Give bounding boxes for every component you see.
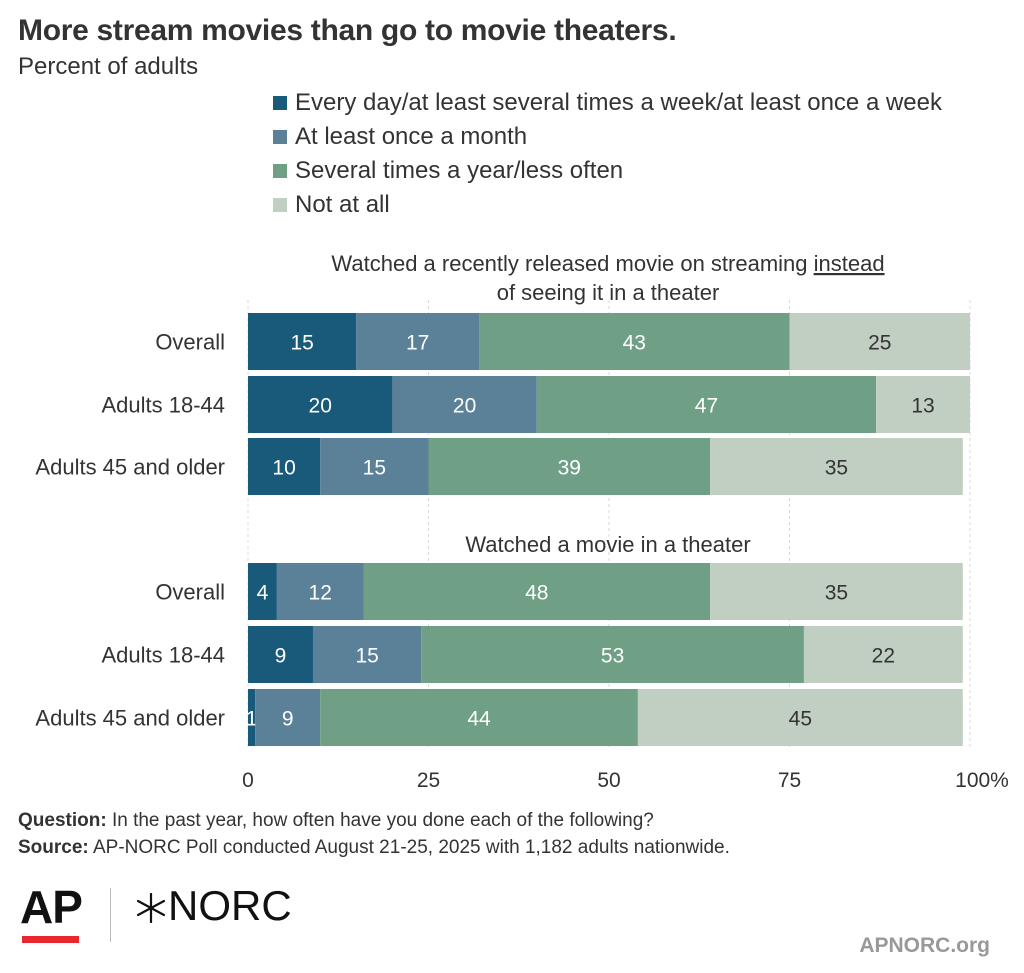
bar-segment <box>789 313 970 370</box>
norc-logo: NORC <box>136 882 292 930</box>
bar-segment <box>637 689 963 746</box>
data-label: 9 <box>282 708 294 731</box>
legend-item-monthly: At least once a month <box>273 120 942 154</box>
bar-segment <box>248 563 277 620</box>
data-label: 45 <box>789 708 812 731</box>
legend-label: Several times a year/less often <box>295 157 624 184</box>
chart-subtitle: Percent of adults <box>18 53 199 80</box>
stacked-bar-chart: Watched a recently released movie on str… <box>35 251 1009 792</box>
legend-label: Every day/at least several times a week/… <box>295 89 942 116</box>
data-label: 12 <box>309 582 332 605</box>
norc-logo-text: NORC <box>168 882 292 929</box>
bar-segment <box>710 438 963 495</box>
category-label: Overall <box>155 330 225 355</box>
bar-segment <box>392 376 537 433</box>
legend-swatch <box>273 96 287 110</box>
data-label: 25 <box>868 332 891 355</box>
data-label: 47 <box>695 395 718 418</box>
data-label: 10 <box>272 457 295 480</box>
bar-segment <box>876 376 970 433</box>
chart-title: More stream movies than go to movie thea… <box>18 14 677 47</box>
data-label: 20 <box>309 395 332 418</box>
x-tick-label: 100% <box>955 769 1009 792</box>
bar-segment <box>320 438 429 495</box>
data-label: 35 <box>825 457 848 480</box>
data-label: 15 <box>290 332 313 355</box>
panel-title-line2: of seeing it in a theater <box>497 280 720 305</box>
data-label: 15 <box>355 645 378 668</box>
footer-source: Source: AP-NORC Poll conducted August 21… <box>18 837 730 859</box>
legend-swatch <box>273 164 287 178</box>
legend-swatch <box>273 198 287 212</box>
question-text: In the past year, how often have you don… <box>111 810 654 831</box>
data-label: 13 <box>911 395 934 418</box>
source-label: Source: <box>18 837 89 858</box>
bar-segment <box>255 689 321 746</box>
bar-segment <box>421 626 804 683</box>
x-tick-label: 25 <box>417 769 440 792</box>
bar-segment <box>536 376 877 433</box>
panel-title: Watched a recently released movie on str… <box>331 251 884 276</box>
data-label: 20 <box>453 395 476 418</box>
data-label: 15 <box>363 457 386 480</box>
category-label: Adults 45 and older <box>35 455 225 480</box>
bar-segment <box>248 438 321 495</box>
bar-segment <box>803 626 963 683</box>
source-text: AP-NORC Poll conducted August 21-25, 202… <box>92 837 730 858</box>
bar-segment <box>248 626 313 683</box>
legend-item-yearly: Several times a year/less often <box>273 154 942 188</box>
legend-label: At least once a month <box>295 123 528 150</box>
legend-item-weekly: Every day/at least several times a week/… <box>273 86 942 120</box>
site-link[interactable]: APNORC.org <box>859 934 990 957</box>
x-tick-label: 0 <box>242 769 254 792</box>
data-label: 44 <box>467 708 491 731</box>
legend: Every day/at least several times a week/… <box>273 86 942 222</box>
panel-title-text: Watched a movie in a theater <box>465 532 750 557</box>
question-label: Question: <box>18 810 107 831</box>
data-label: 35 <box>825 582 848 605</box>
legend-item-not-at-all: Not at all <box>273 188 942 222</box>
data-label: 53 <box>601 645 624 668</box>
bar-segment <box>479 313 790 370</box>
bar-segment <box>363 563 711 620</box>
data-label: 1 <box>246 708 258 731</box>
category-label: Adults 18-44 <box>101 643 225 668</box>
category-label: Overall <box>155 580 225 605</box>
bar-segment <box>248 376 393 433</box>
data-label: 17 <box>406 332 429 355</box>
footer-question: Question: In the past year, how often ha… <box>18 810 654 832</box>
data-label: 9 <box>275 645 287 668</box>
bar-segment <box>428 438 711 495</box>
norc-star-icon <box>136 892 166 924</box>
x-tick-label: 50 <box>597 769 620 792</box>
x-tick-label: 75 <box>778 769 801 792</box>
data-label: 39 <box>558 457 581 480</box>
panel-title-text: Watched a recently released movie on str… <box>331 251 813 276</box>
panel-title: Watched a movie in a theater <box>465 532 750 557</box>
logo-divider <box>110 888 111 942</box>
bar-segment <box>312 626 422 683</box>
legend-swatch <box>273 130 287 144</box>
bar-segment <box>276 563 364 620</box>
bar-segment <box>356 313 480 370</box>
bar-segment <box>320 689 638 746</box>
bar-segment <box>248 689 256 746</box>
category-label: Adults 18-44 <box>101 393 225 418</box>
bar-segment <box>248 313 357 370</box>
bar-segment <box>710 563 963 620</box>
category-label: Adults 45 and older <box>35 706 225 731</box>
data-label: 43 <box>623 332 646 355</box>
data-label: 48 <box>525 582 548 605</box>
panel-title-underlined: instead <box>814 251 885 276</box>
data-label: 22 <box>872 645 895 668</box>
ap-logo: AP <box>20 881 83 933</box>
data-label: 4 <box>257 582 269 605</box>
legend-label: Not at all <box>295 191 390 218</box>
ap-logo-bar <box>22 936 79 943</box>
